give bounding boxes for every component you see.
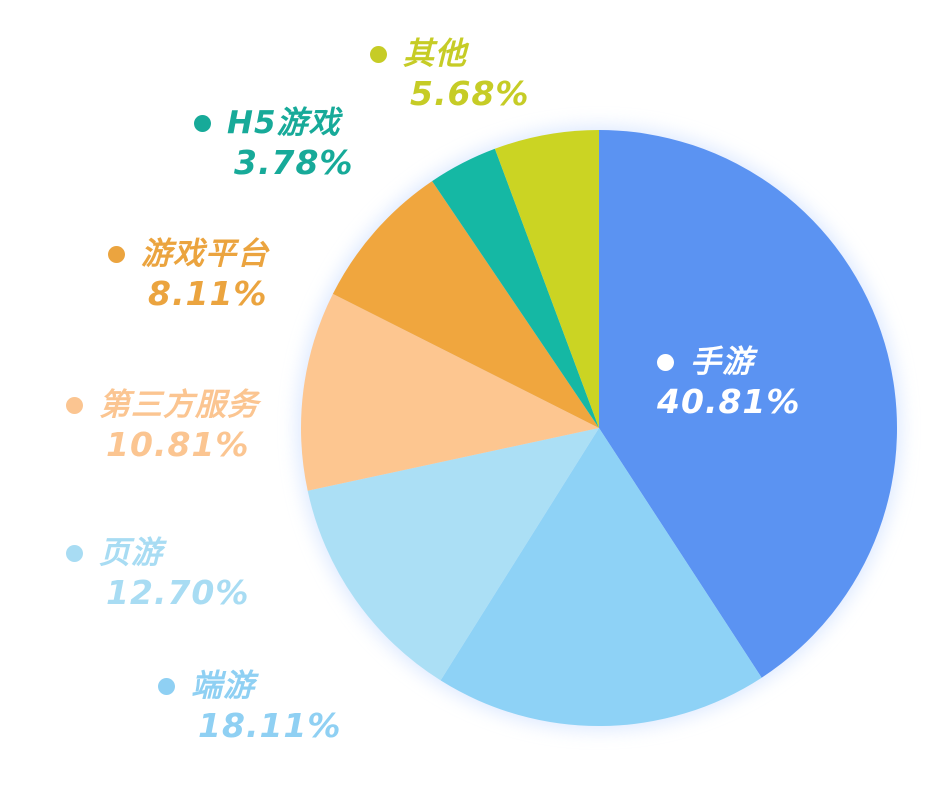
pie-slice-端游 xyxy=(440,428,762,727)
slice-name: 其他 xyxy=(403,36,467,72)
pie-slice-第三方服务 xyxy=(300,293,599,491)
pie-slice-其他 xyxy=(494,130,599,428)
slice-percent: 12.70% xyxy=(106,572,250,612)
pie-slice-游戏平台 xyxy=(332,181,599,428)
legend-dot xyxy=(66,396,83,414)
legend-dot xyxy=(158,677,175,695)
slice-label-第三方服务: 第三方服务 10.81% xyxy=(66,389,259,462)
legend-dot xyxy=(370,45,387,63)
slice-percent: 3.78% xyxy=(234,142,354,182)
slice-label-端游: 端游 18.11% xyxy=(158,670,341,743)
legend-dot xyxy=(108,245,125,263)
legend-dot xyxy=(66,544,83,562)
slice-name: 页游 xyxy=(99,535,163,571)
pie-slice-页游 xyxy=(307,428,599,681)
legend-dot xyxy=(657,353,674,371)
slice-percent: 18.11% xyxy=(198,705,342,745)
legend-dot xyxy=(194,114,211,132)
slice-name: 端游 xyxy=(191,668,255,704)
pie-slice-H5游戏 xyxy=(432,148,599,428)
slice-name: 游戏平台 xyxy=(141,236,269,272)
slice-name: 手游 xyxy=(690,344,754,380)
slice-percent: 40.81% xyxy=(657,381,801,421)
slice-label-手游: 手游 40.81% xyxy=(657,346,800,419)
slice-label-其他: 其他 5.68% xyxy=(370,38,530,111)
slice-name: 第三方服务 xyxy=(99,387,259,423)
slice-name: H5游戏 xyxy=(227,105,341,141)
slice-percent: 10.81% xyxy=(106,424,250,464)
slice-label-页游: 页游 12.70% xyxy=(66,537,249,610)
slice-label-游戏平台: 游戏平台 8.11% xyxy=(108,238,269,311)
slice-label-H5游戏: H5游戏 3.78% xyxy=(194,107,354,180)
slice-percent: 5.68% xyxy=(410,73,530,113)
slice-percent: 8.11% xyxy=(148,273,268,313)
pie-slice-手游 xyxy=(599,130,898,678)
